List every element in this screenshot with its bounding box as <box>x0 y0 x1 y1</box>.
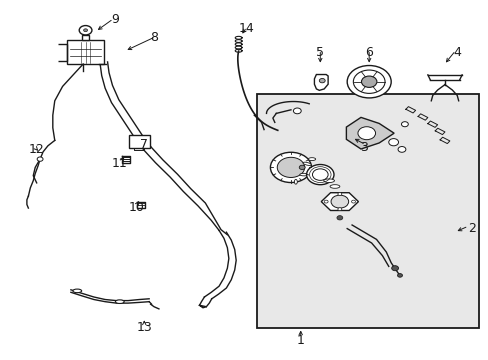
Circle shape <box>270 152 311 183</box>
Circle shape <box>346 66 390 98</box>
Ellipse shape <box>294 180 297 184</box>
Circle shape <box>37 157 43 161</box>
Text: 6: 6 <box>365 46 372 59</box>
Circle shape <box>330 195 348 208</box>
Circle shape <box>391 266 398 271</box>
Circle shape <box>353 70 384 93</box>
Text: 10: 10 <box>129 201 144 213</box>
Text: 7: 7 <box>140 138 148 150</box>
Text: 9: 9 <box>111 13 119 26</box>
Circle shape <box>277 157 304 177</box>
Ellipse shape <box>329 185 339 188</box>
Bar <box>81 35 89 40</box>
Circle shape <box>79 26 92 35</box>
Polygon shape <box>314 75 327 90</box>
Circle shape <box>319 78 325 83</box>
Bar <box>128 135 150 148</box>
Text: 12: 12 <box>29 143 44 156</box>
Circle shape <box>351 200 355 203</box>
Text: 1: 1 <box>296 334 304 347</box>
Circle shape <box>361 76 376 87</box>
Circle shape <box>324 200 327 203</box>
Text: 2: 2 <box>467 222 475 235</box>
Text: 3: 3 <box>360 141 367 154</box>
Text: 4: 4 <box>452 46 460 59</box>
Circle shape <box>336 216 342 220</box>
Bar <box>256 94 478 328</box>
Circle shape <box>357 127 375 140</box>
Text: 14: 14 <box>239 22 254 35</box>
Polygon shape <box>346 117 393 149</box>
Text: 5: 5 <box>316 46 324 59</box>
Text: 11: 11 <box>112 157 127 170</box>
Circle shape <box>388 139 398 146</box>
Circle shape <box>293 108 301 114</box>
Ellipse shape <box>73 289 81 293</box>
Circle shape <box>337 193 341 195</box>
Ellipse shape <box>299 174 308 176</box>
Bar <box>67 40 103 64</box>
Circle shape <box>397 274 402 277</box>
Ellipse shape <box>323 179 334 183</box>
Circle shape <box>83 29 87 32</box>
Ellipse shape <box>115 300 124 303</box>
Ellipse shape <box>302 162 311 166</box>
Text: 8: 8 <box>150 31 158 44</box>
Text: 13: 13 <box>136 321 152 334</box>
Circle shape <box>306 165 333 185</box>
Polygon shape <box>321 193 358 211</box>
Circle shape <box>397 147 405 152</box>
Circle shape <box>312 169 327 180</box>
Circle shape <box>337 208 341 211</box>
Ellipse shape <box>307 158 315 161</box>
Circle shape <box>299 165 305 170</box>
Circle shape <box>401 122 407 127</box>
